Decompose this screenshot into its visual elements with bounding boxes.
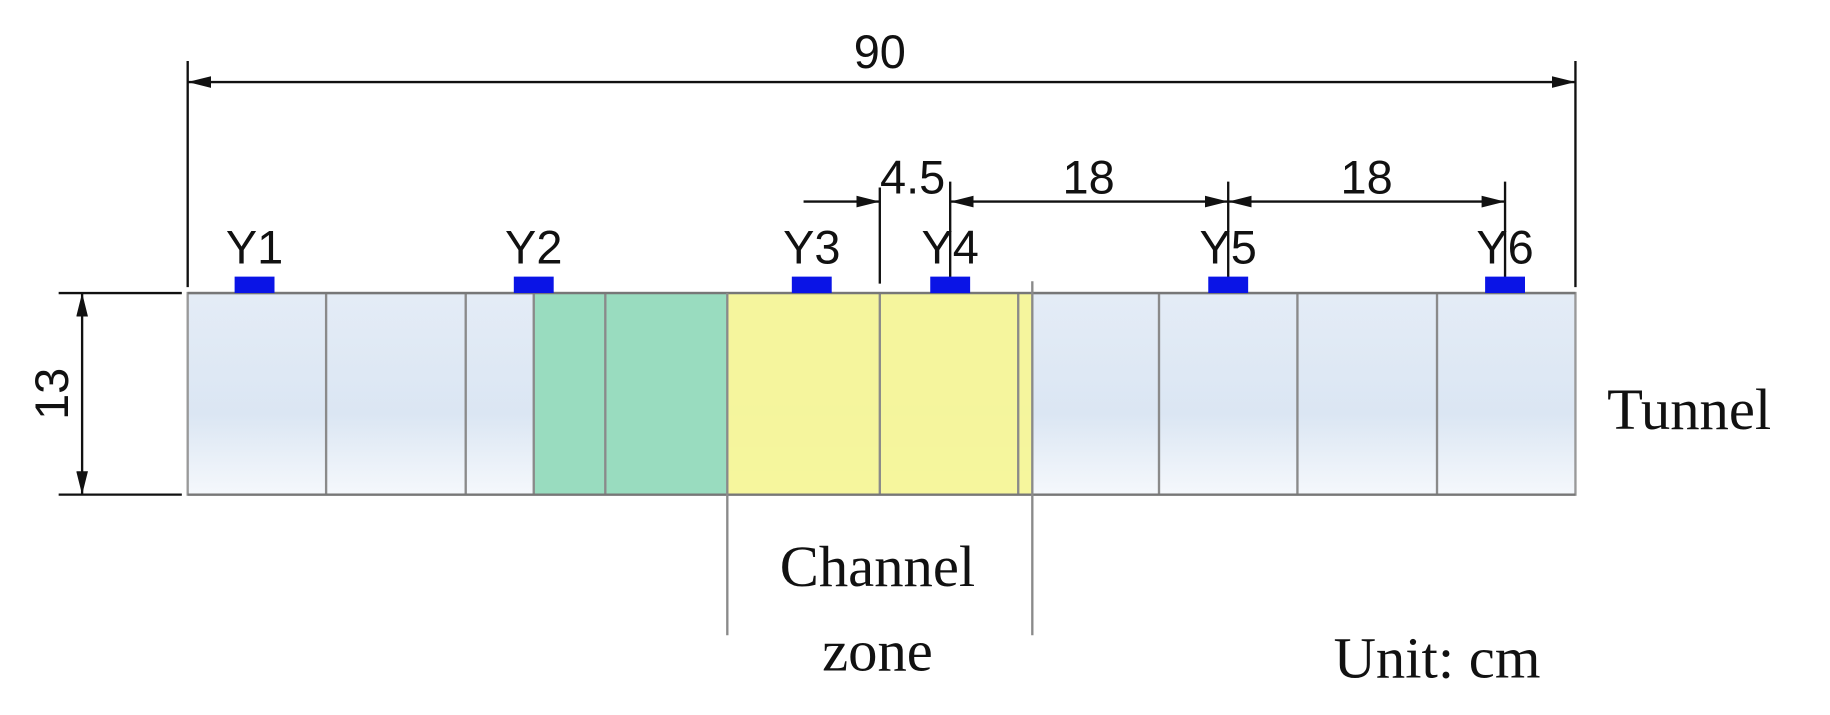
unit-label: Unit: cm [1334,626,1541,691]
length-dimension [186,60,1577,288]
channel-zone-bounds [726,281,1034,636]
sensor-label: Y4 [922,222,979,274]
sensor [513,276,554,294]
channel-zone-label: Channel [780,534,975,599]
sensor [791,276,832,294]
height-label: 13 [26,368,78,420]
sensor-label: Y1 [226,222,283,274]
sensor-label: Y6 [1476,222,1533,274]
spacing-label: 4.5 [880,151,945,203]
length-label: 90 [854,26,906,78]
sensor-label: Y2 [505,222,562,274]
spacing-label: 18 [1063,151,1115,203]
sensor-label: Y5 [1200,222,1257,274]
channel-zone-label: zone [822,618,933,683]
sensor [1208,276,1249,294]
sensors: Y1 Y2 Y3 Y4 Y5 Y6 [226,222,1534,294]
tunnel-label: Tunnel [1607,377,1771,442]
height-dimension [58,291,182,496]
sensor [1485,276,1525,294]
sensor [930,276,971,294]
spacing-label: 18 [1341,151,1393,203]
sensor [234,276,275,294]
spacing-dimensions [803,181,1507,294]
section-lines [187,291,1576,496]
green-zone [533,293,728,495]
sensor-label: Y3 [783,222,840,274]
